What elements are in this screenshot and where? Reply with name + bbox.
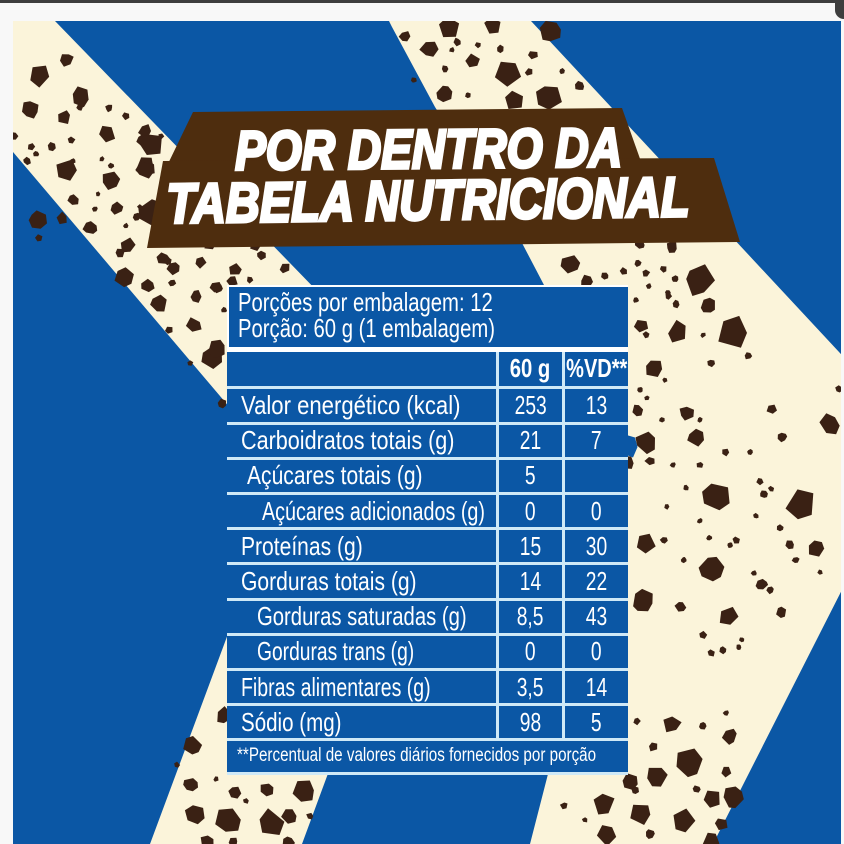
svg-text:POR DENTRO DA: POR DENTRO DA <box>235 116 623 181</box>
svg-text:TABELA NUTRICIONAL: TABELA NUTRICIONAL <box>166 165 690 235</box>
